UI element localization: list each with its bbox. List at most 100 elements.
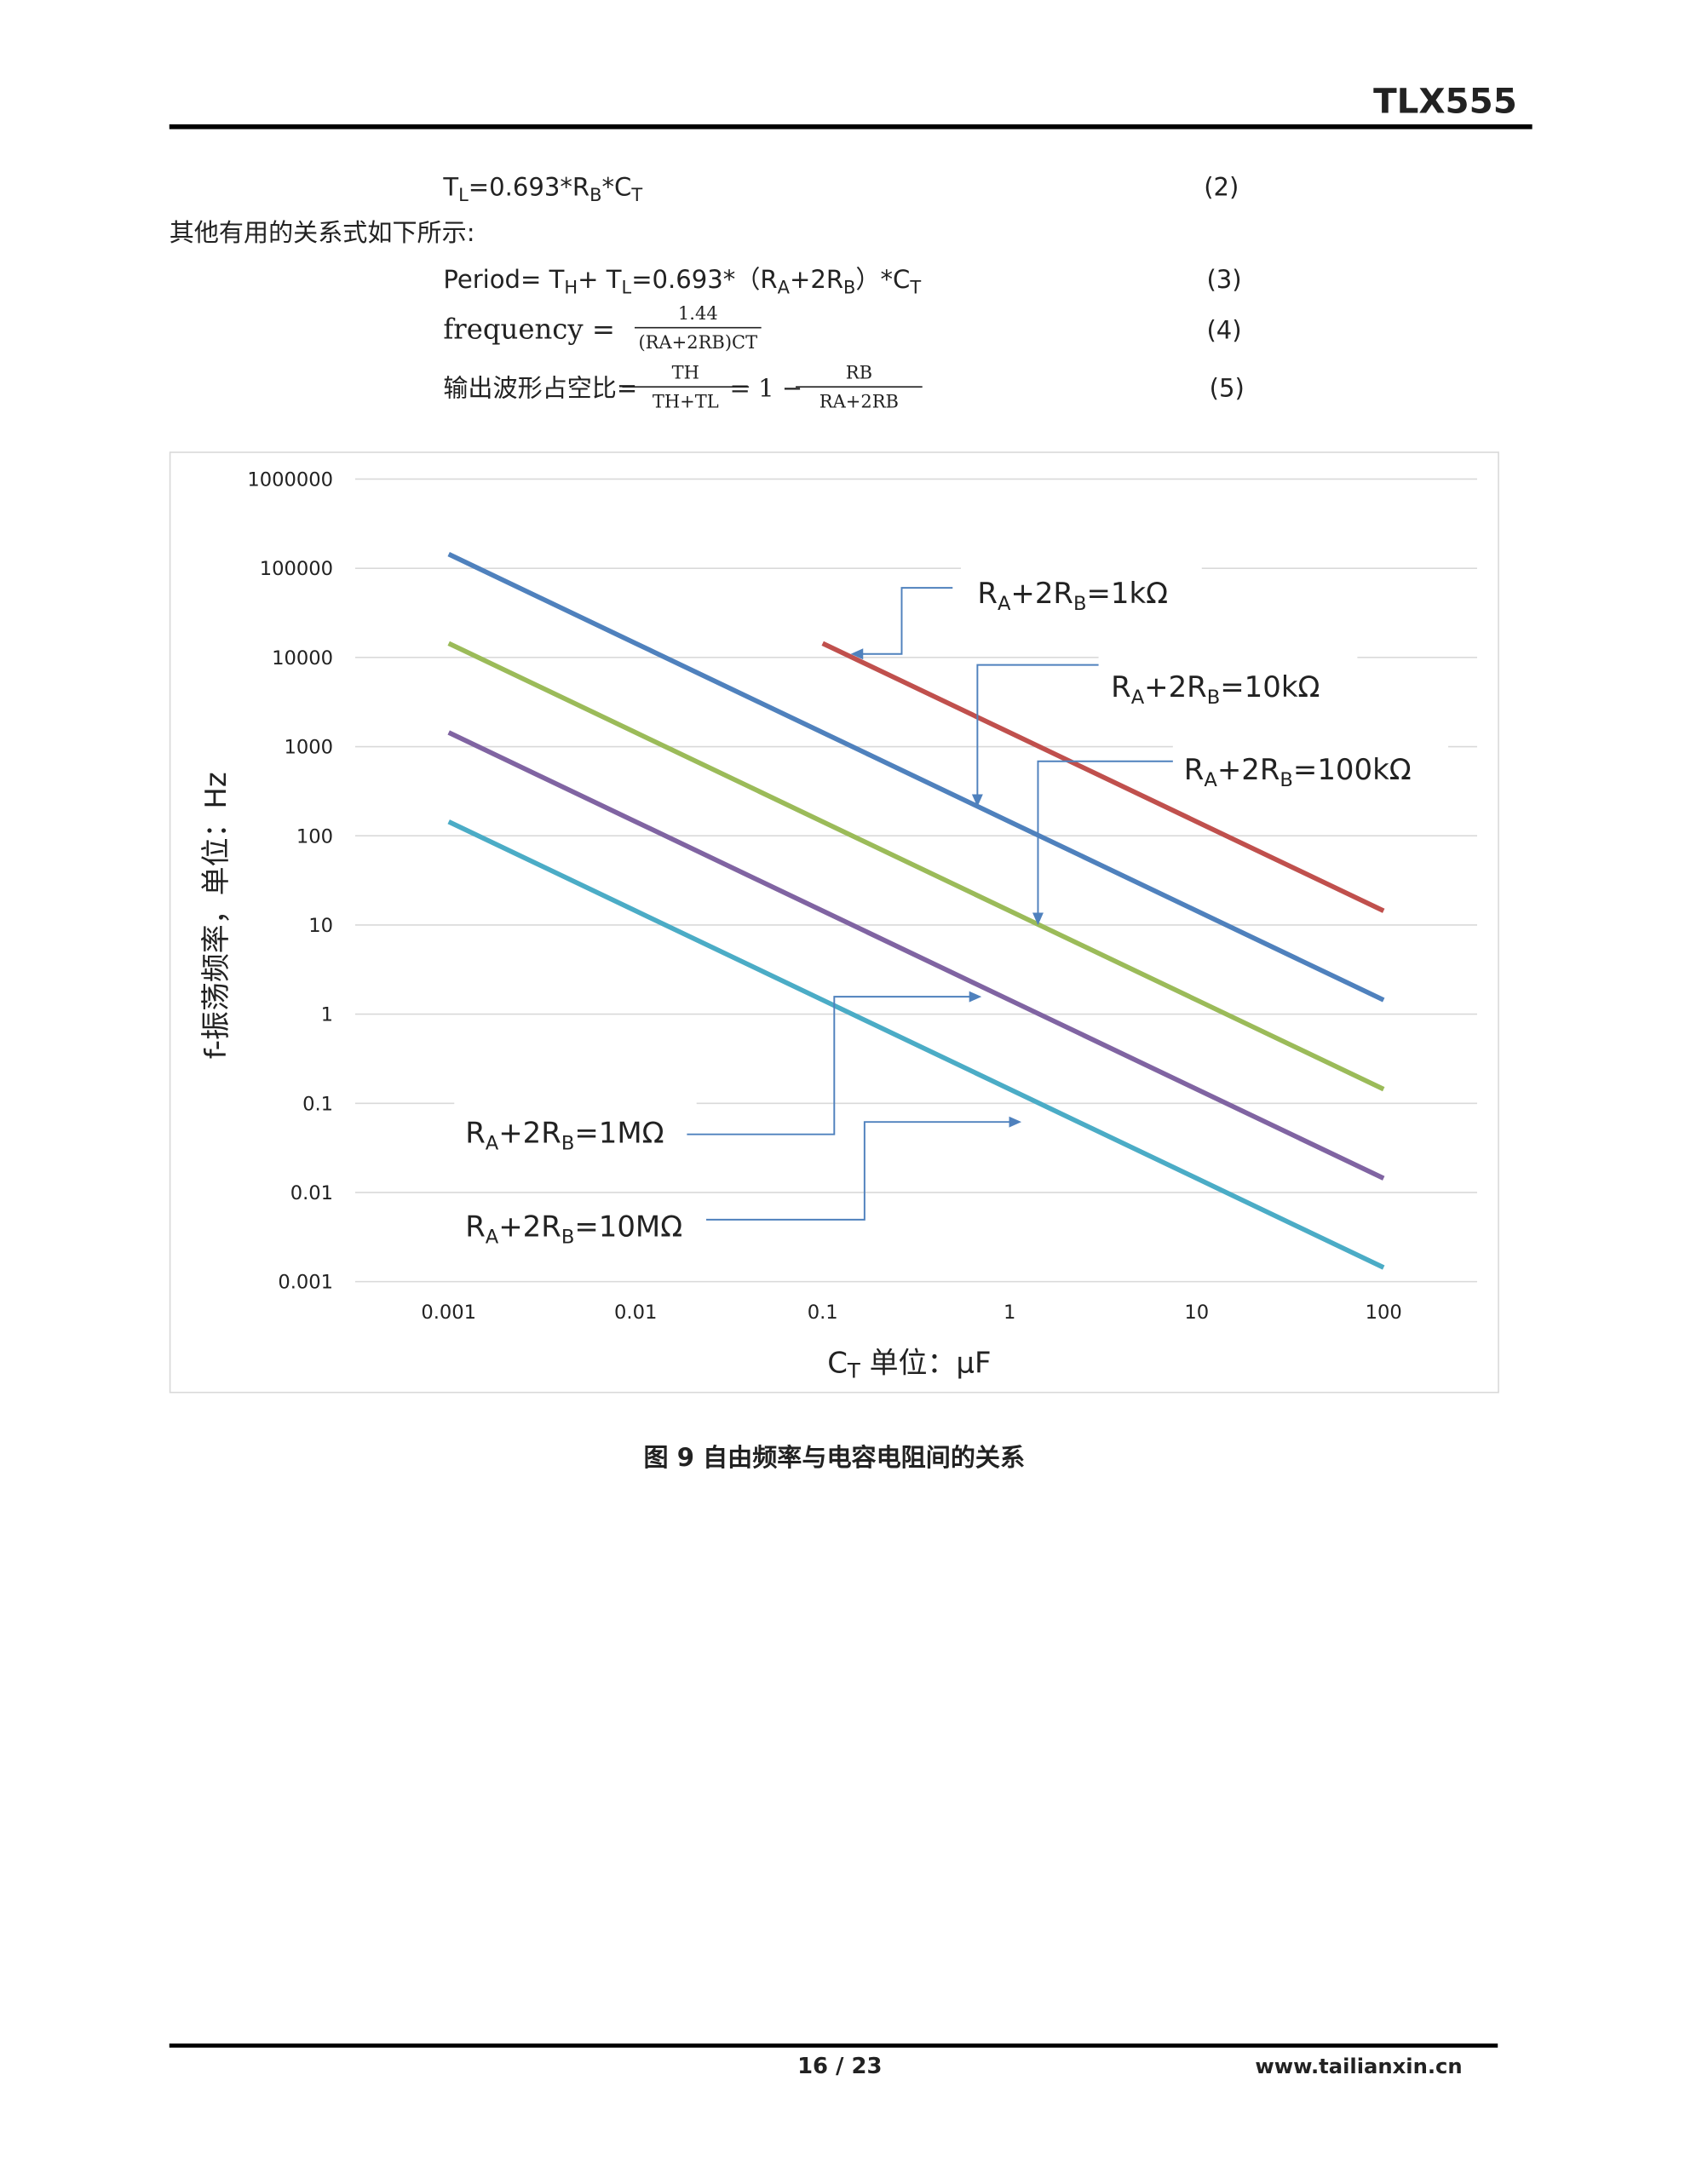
label-background [454, 1101, 697, 1157]
header-title: TLX555 [1373, 81, 1517, 122]
equation-number: (2) [1204, 173, 1239, 202]
fraction-numerator: 1.44 [678, 303, 718, 324]
subscript: A [486, 1132, 499, 1154]
series-line [821, 641, 1385, 913]
equation-middle: = 1 − [729, 374, 802, 403]
figure-caption: 图 9 自由频率与电容电阻间的关系 [644, 1443, 1026, 1472]
y-tick-label: 1000 [285, 737, 334, 759]
equation-lhs: 输出波形占空比= [443, 374, 637, 403]
equation-lhs: frequency = [443, 313, 615, 346]
y-tick-label: 100000 [260, 558, 333, 580]
leader-line [706, 1121, 1016, 1221]
text-run: +2R [1144, 671, 1207, 704]
text-run: + T [578, 265, 622, 294]
text-run: =1kΩ [1087, 578, 1169, 611]
subscript: B [1280, 769, 1293, 791]
x-tick-label: 1 [1004, 1302, 1015, 1324]
y-tick-label: 0.01 [290, 1182, 333, 1204]
legend-label: RA+2RB=100kΩ [1184, 754, 1412, 791]
label-background [454, 1194, 705, 1250]
x-tick-label: 100 [1366, 1302, 1402, 1324]
x-axis-label: CT 单位：µF [827, 1347, 991, 1382]
arrow-head [850, 648, 864, 660]
legend-label: RA+2RB=10MΩ [465, 1210, 682, 1248]
text-run: =10kΩ [1220, 671, 1320, 704]
subscript: L [458, 185, 469, 205]
label-background [1098, 655, 1358, 710]
equation-number: (4) [1206, 316, 1241, 345]
text-run: Period= T [443, 265, 564, 294]
text-run: 单位：µF [860, 1347, 992, 1380]
leader-line [1037, 760, 1173, 920]
text-run: R [465, 1117, 486, 1150]
arrow-head [1009, 1116, 1022, 1128]
text-run: =0.693*R [469, 173, 589, 202]
subscript: B [589, 185, 601, 205]
x-tick-label: 0.1 [808, 1302, 838, 1324]
subscript: B [561, 1226, 575, 1248]
arrow-head [971, 794, 983, 808]
legend-label: RA+2RB=1kΩ [977, 578, 1168, 615]
series-line [447, 641, 1385, 1092]
subscript: T [630, 185, 642, 205]
subscript: T [847, 1359, 860, 1383]
x-tick-label: 0.01 [614, 1302, 657, 1324]
text-run: =1MΩ [574, 1117, 664, 1150]
subscript: A [486, 1226, 499, 1248]
text-run: R [1184, 754, 1205, 787]
fraction-denominator: RA+2RB [819, 391, 899, 411]
subscript: L [622, 277, 632, 297]
text-run: +2R [498, 1117, 561, 1150]
text-run: =0.693*（R [631, 265, 777, 294]
equation: Period= TH+ TL=0.693*（RA+2RB）*CT [443, 265, 921, 297]
x-tick-label: 0.001 [421, 1302, 476, 1324]
y-axis-label: f-振荡频率，单位：Hz [200, 772, 233, 1059]
subscript: A [998, 593, 1011, 615]
x-tick-label: 10 [1184, 1302, 1209, 1324]
equation-number: (3) [1206, 265, 1241, 294]
text-run: =10MΩ [574, 1210, 682, 1244]
label-background [1172, 738, 1449, 793]
fraction-numerator: TH [672, 363, 699, 383]
subscript: B [1207, 687, 1221, 709]
legend-label: RA+2RB=1MΩ [465, 1117, 664, 1154]
text-run: +2R [498, 1210, 561, 1244]
subscript: A [1131, 687, 1145, 709]
equation: TL=0.693*RB*CT [442, 173, 642, 205]
paragraph: 其他有用的关系式如下所示: [170, 218, 475, 247]
fraction-numerator: RB [846, 363, 872, 383]
chart-frame [169, 451, 1499, 1394]
label-background [960, 561, 1202, 618]
subscript: B [1073, 593, 1087, 615]
text-run: *C [602, 173, 632, 202]
fraction-denominator: TH+TL [653, 391, 719, 411]
text-run: +2R [790, 265, 843, 294]
series-line [447, 552, 1385, 1003]
y-tick-label: 100 [296, 825, 333, 848]
series-line [447, 819, 1385, 1270]
text-run: R [465, 1210, 486, 1244]
subscript: T [909, 277, 921, 297]
text-run: C [827, 1347, 848, 1380]
subscript: A [1204, 769, 1217, 791]
y-tick-label: 10 [308, 915, 333, 937]
series-line [447, 730, 1385, 1181]
text-run: R [1111, 671, 1131, 704]
subscript: B [843, 277, 855, 297]
y-tick-label: 1 [321, 1004, 333, 1026]
subscript: B [561, 1132, 575, 1154]
subscript: H [564, 277, 578, 297]
text-run: R [977, 578, 998, 611]
text-run: =100kΩ [1293, 754, 1412, 787]
text-run: ）*C [855, 265, 910, 294]
fraction-denominator: (RA+2RB)CT [638, 332, 757, 353]
leader-line [856, 587, 953, 655]
y-tick-label: 1000000 [247, 469, 333, 491]
text-run: +2R [1010, 578, 1073, 611]
y-tick-label: 0.001 [278, 1272, 333, 1294]
y-tick-label: 10000 [272, 647, 333, 670]
page-number: 16 / 23 [797, 2054, 882, 2079]
text-run: +2R [1217, 754, 1280, 787]
